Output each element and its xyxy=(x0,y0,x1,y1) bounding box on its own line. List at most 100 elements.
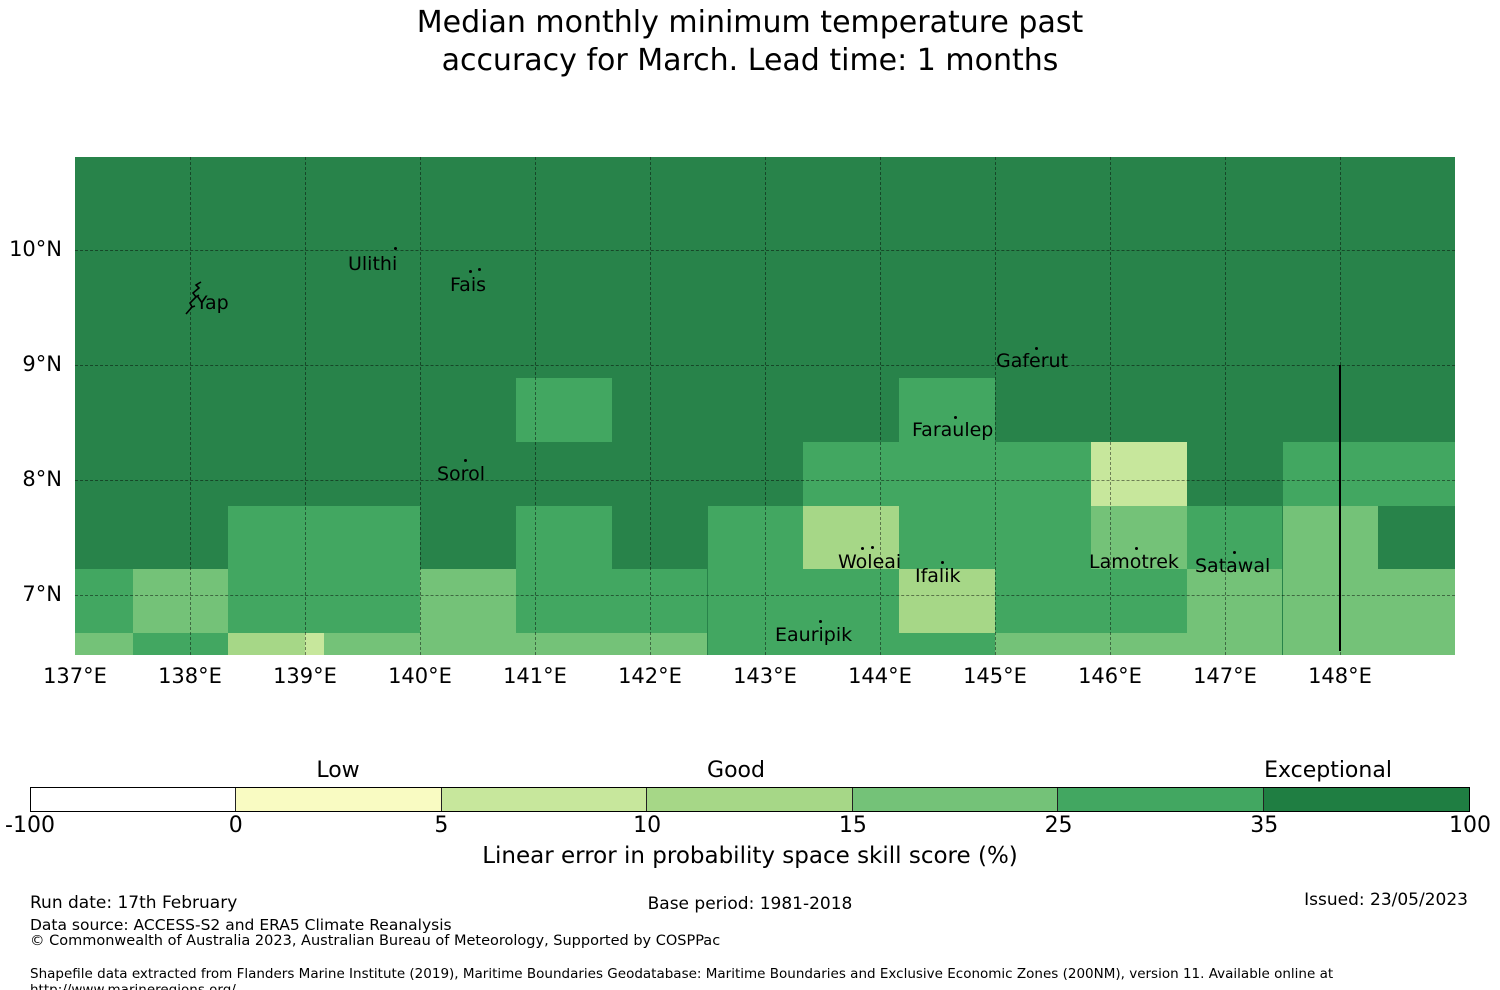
island-dot xyxy=(871,546,874,549)
x-tick-label: 141°E xyxy=(503,664,567,688)
yap-island-outline xyxy=(185,281,202,315)
map-cell xyxy=(611,569,708,634)
longitude-gridline xyxy=(995,157,996,655)
y-tick-label: 9°N xyxy=(22,352,62,376)
island-dot xyxy=(394,247,397,250)
map-cell xyxy=(1282,505,1379,570)
y-tick-label: 10°N xyxy=(9,237,62,261)
island-dot xyxy=(1035,347,1038,350)
x-tick-label: 143°E xyxy=(733,664,797,688)
island-label-lamotrek: Lamotrek xyxy=(1089,551,1179,573)
map-cell xyxy=(803,505,900,570)
island-dot xyxy=(464,459,467,462)
map-cell xyxy=(228,569,325,634)
map-cell xyxy=(707,569,804,634)
x-tick-label: 138°E xyxy=(158,664,222,688)
latitude-gridline xyxy=(75,595,1455,596)
map-cell xyxy=(1090,633,1187,655)
map-cell xyxy=(515,569,612,634)
island-dot xyxy=(954,416,957,419)
map-cell xyxy=(132,569,229,634)
x-tick-label: 137°E xyxy=(43,664,107,688)
colorbar-tick-label: 25 xyxy=(1044,813,1073,838)
colorbar-segment xyxy=(441,788,648,811)
island-label-eauripik: Eauripik xyxy=(775,624,853,646)
colorbar-segment xyxy=(31,788,237,811)
colorbar-zone-label-good: Good xyxy=(707,758,765,783)
chart-title-line1: Median monthly minimum temperature past xyxy=(416,5,1084,40)
map-cell xyxy=(515,377,612,442)
footer-shapefile-note: Shapefile data extracted from Flanders M… xyxy=(30,966,1334,990)
colorbar-tick-label: 15 xyxy=(838,813,867,838)
map-cell xyxy=(707,633,804,655)
colorbar-segment xyxy=(647,788,853,811)
colorbar-segment xyxy=(1263,788,1469,811)
x-tick-label: 145°E xyxy=(963,664,1027,688)
map-cell xyxy=(324,633,420,655)
x-tick-label: 147°E xyxy=(1193,664,1257,688)
map-cell xyxy=(899,569,995,634)
colorbar-segment xyxy=(236,788,442,811)
island-label-satawal: Satawal xyxy=(1195,555,1271,577)
map-cell xyxy=(75,633,133,655)
colorbar-zone-label-exceptional: Exceptional xyxy=(1264,758,1392,783)
map-cell xyxy=(1378,569,1455,634)
map-cell xyxy=(803,633,900,655)
longitude-gridline xyxy=(305,157,306,655)
colorbar-zone-label-low: Low xyxy=(316,758,360,783)
map-cell xyxy=(228,505,325,570)
island-label-yap: Yap xyxy=(196,292,229,314)
map-cell xyxy=(899,633,995,655)
map-cell xyxy=(420,633,516,655)
map-cell xyxy=(1186,633,1283,655)
island-label-ulithi: Ulithi xyxy=(348,253,398,275)
island-dot xyxy=(1135,547,1138,550)
eez-boundary-line xyxy=(1339,365,1341,652)
map-cell xyxy=(899,441,995,506)
island-label-gaferut: Gaferut xyxy=(996,350,1069,372)
longitude-gridline xyxy=(420,157,421,655)
footer-issued-date: Issued: 23/05/2023 xyxy=(1304,890,1468,910)
y-tick-label: 8°N xyxy=(22,467,62,491)
island-dot xyxy=(861,547,864,550)
map-cell xyxy=(995,633,1091,655)
colorbar-tick-label: 100 xyxy=(1449,813,1491,838)
map-cell xyxy=(611,633,708,655)
colorbar-tick-label: -100 xyxy=(5,813,55,838)
map-cell xyxy=(515,633,612,655)
map-cell xyxy=(132,633,229,655)
colorbar xyxy=(30,787,1470,812)
x-tick-label: 140°E xyxy=(388,664,452,688)
x-tick-label: 146°E xyxy=(1078,664,1142,688)
island-label-sorol: Sorol xyxy=(437,463,485,485)
map-cell xyxy=(324,569,420,634)
longitude-gridline xyxy=(535,157,536,655)
island-dot xyxy=(941,561,944,564)
map-cell xyxy=(1282,633,1379,655)
longitude-gridline xyxy=(880,157,881,655)
longitude-gridline xyxy=(190,157,191,655)
x-tick-label: 148°E xyxy=(1308,664,1372,688)
map-cell xyxy=(899,505,995,570)
map-cell xyxy=(228,633,305,655)
longitude-gridline xyxy=(1110,157,1111,655)
y-tick-label: 7°N xyxy=(22,582,62,606)
x-tick-label: 144°E xyxy=(848,664,912,688)
colorbar-tick-label: 0 xyxy=(228,813,243,838)
footer-run-date: Run date: 17th February xyxy=(30,893,238,913)
island-dot xyxy=(819,620,822,623)
footer-data-source: Data source: ACCESS-S2 and ERA5 Climate … xyxy=(30,916,452,934)
latitude-gridline xyxy=(75,250,1455,251)
colorbar-segment xyxy=(1058,788,1264,811)
island-dot xyxy=(1233,551,1236,554)
map-cell xyxy=(899,377,995,442)
map-cell xyxy=(1186,569,1283,634)
longitude-gridline xyxy=(765,157,766,655)
colorbar-tick-label: 5 xyxy=(434,813,449,838)
map-cell xyxy=(995,441,1091,506)
map-cell xyxy=(515,505,612,570)
footer-base-period: Base period: 1981-2018 xyxy=(647,894,853,914)
longitude-gridline xyxy=(650,157,651,655)
latitude-gridline xyxy=(75,480,1455,481)
